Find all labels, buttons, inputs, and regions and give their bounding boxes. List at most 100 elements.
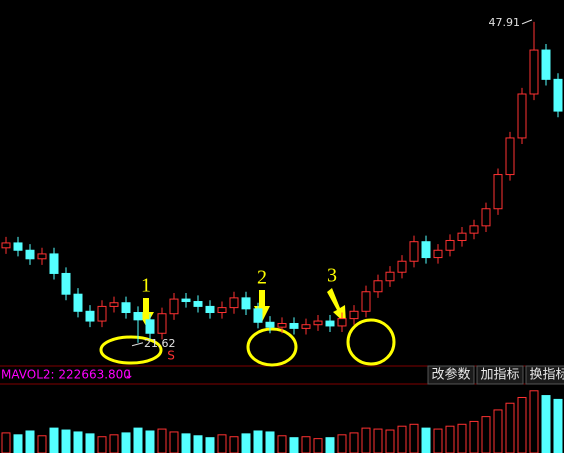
- candle-body: [61, 272, 71, 295]
- highlight-circle: [346, 318, 396, 366]
- candle-body: [445, 239, 455, 251]
- volume-bar: [421, 427, 431, 453]
- candle-body: [517, 93, 527, 139]
- volume-bar: [433, 428, 443, 453]
- volume-bar: [109, 434, 119, 453]
- volume-bar: [457, 423, 467, 453]
- volume-bar: [181, 433, 191, 453]
- volume-bar: [289, 437, 299, 453]
- candle-body: [361, 291, 371, 312]
- candle-body: [193, 301, 203, 307]
- volume-bar: [553, 398, 563, 453]
- volume-bar: [205, 437, 215, 453]
- candle-body: [277, 322, 287, 328]
- candle-body: [469, 225, 479, 234]
- candle-body: [265, 321, 275, 328]
- volume-bar: [97, 436, 107, 453]
- button-bar: 改参数 加指标 换指标: [427, 365, 564, 385]
- candle-body: [121, 302, 131, 314]
- arrow: [327, 288, 346, 324]
- candle-body: [25, 249, 35, 260]
- button-label[interactable]: 加指标: [480, 368, 519, 383]
- candle-body: [205, 305, 215, 314]
- candle-body: [301, 324, 311, 329]
- volume-bar: [61, 429, 71, 453]
- annotation: 2: [257, 267, 267, 289]
- candle-body: [325, 320, 335, 327]
- candle-body: [385, 271, 395, 282]
- candle-body: [529, 49, 539, 95]
- annotation: 1: [141, 275, 151, 297]
- candle-body: [145, 319, 155, 334]
- volume-bar: [241, 433, 251, 453]
- volume-bar: [145, 430, 155, 453]
- high-pointer: [521, 19, 533, 25]
- candle-body: [217, 307, 227, 314]
- candle-body: [97, 305, 107, 322]
- volume-bar: [265, 431, 275, 453]
- candle-body: [409, 241, 419, 262]
- volume-bar: [481, 416, 491, 453]
- candle-body: [37, 253, 47, 260]
- volume-bar: [133, 427, 143, 453]
- volume-bar: [85, 433, 95, 453]
- button[interactable]: [427, 365, 475, 385]
- volume-bar: [217, 434, 227, 453]
- volume-bar: [397, 425, 407, 453]
- button-label[interactable]: 换指标: [529, 368, 564, 383]
- highlight-circle: [99, 335, 163, 365]
- volume-bar: [121, 432, 131, 453]
- signal: S: [167, 349, 175, 363]
- indicator-label: MAVOL2: 222663.800: [1, 368, 131, 382]
- volume-bar: [529, 390, 539, 453]
- volume-bar: [349, 432, 359, 453]
- volume-bar: [1, 432, 11, 453]
- volume-bar: [301, 436, 311, 453]
- candle-body: [493, 174, 503, 210]
- indicator-arrow: ↓: [124, 368, 134, 382]
- volume-bar: [493, 409, 503, 453]
- volume-bar: [517, 396, 527, 453]
- highlight-circle: [246, 327, 298, 367]
- high-label: 47.91: [489, 16, 521, 29]
- volume-bar: [193, 435, 203, 453]
- button-label[interactable]: 改参数: [431, 367, 470, 383]
- volume-bar: [253, 430, 263, 453]
- candle-body: [421, 241, 431, 259]
- button[interactable]: [476, 365, 524, 385]
- volume-bar: [541, 395, 551, 453]
- candle-body: [373, 280, 383, 293]
- volume-bar: [169, 431, 179, 453]
- candle-body: [229, 297, 239, 309]
- volume-bar: [37, 435, 47, 453]
- candle-body: [133, 312, 143, 321]
- volume-bar: [229, 436, 239, 453]
- volume-bar: [13, 434, 23, 453]
- candle-body: [433, 249, 443, 259]
- candle-body: [109, 302, 119, 307]
- button[interactable]: [525, 365, 564, 385]
- volume-bar: [49, 427, 59, 453]
- candle-body: [481, 208, 491, 227]
- candle-body: [337, 318, 347, 327]
- candle-body: [169, 298, 179, 315]
- candle-body: [397, 260, 407, 273]
- candle-body: [553, 78, 563, 112]
- candle-body: [13, 242, 23, 251]
- candle-body: [181, 298, 191, 303]
- candle-body: [505, 137, 515, 176]
- candle-body: [1, 242, 11, 249]
- volume-bar: [313, 438, 323, 453]
- volume-bar: [73, 431, 83, 453]
- volume-bar: [25, 430, 35, 453]
- volume-bar: [277, 435, 287, 453]
- low-label: 21.62: [144, 337, 176, 350]
- candle-body: [541, 49, 551, 80]
- candle-body: [85, 310, 95, 322]
- candle-body: [49, 253, 59, 274]
- candle-body: [289, 322, 299, 329]
- volume-bar: [325, 437, 335, 453]
- volume-bar: [385, 429, 395, 453]
- volume-bar: [445, 425, 455, 453]
